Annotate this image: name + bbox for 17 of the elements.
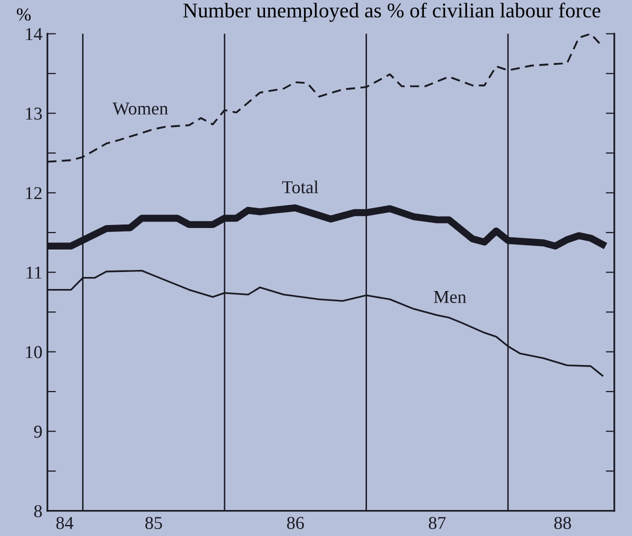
y-tick-label: 8 [34, 505, 42, 518]
series-label: Total [282, 180, 318, 194]
y-tick-label: 14 [26, 28, 42, 40]
x-tick-label: 85 [145, 516, 162, 530]
x-tick-label: 84 [56, 516, 74, 530]
y-axis-title: % [16, 8, 31, 21]
x-tick-label: 87 [428, 516, 446, 530]
y-tick-label: 13 [26, 108, 42, 120]
y-tick-label: 10 [26, 346, 42, 358]
chart-title: Number unemployed as % of civilian labour force [183, 2, 600, 22]
x-tick-label: 86 [287, 516, 304, 530]
series-label: Women [112, 102, 168, 115]
y-tick-label: 9 [34, 426, 42, 438]
x-tick-label: 88 [554, 516, 571, 530]
series-label: Men [434, 291, 466, 304]
y-tick-label: 11 [26, 266, 42, 279]
y-tick-label: 12 [26, 187, 42, 200]
